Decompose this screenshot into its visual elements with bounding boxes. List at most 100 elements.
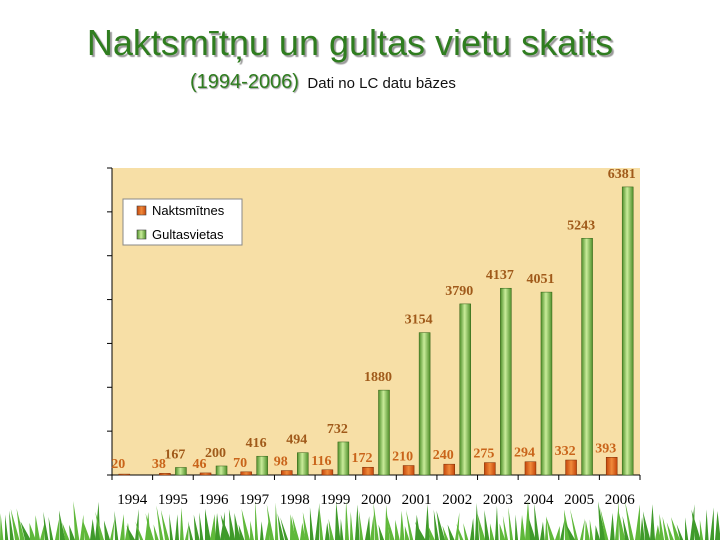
grass-blade [405,509,414,540]
grass-blade [528,518,536,540]
grass-blade [175,514,180,540]
grass-blade [0,513,4,540]
grass-blade [228,509,236,540]
x-tick-label: 2004 [523,492,554,508]
grass-blade [29,522,36,540]
grass-blade [220,514,231,540]
x-tick-label: 1995 [158,492,188,508]
grass-blade [340,518,344,540]
grass-blade [204,508,211,540]
grass-blade [425,503,430,540]
data-label-gultasvietas: 494 [286,433,307,448]
grass-blade [9,510,14,540]
x-tick-label: 1998 [280,492,310,508]
grass-blade [275,502,279,540]
grass-blade [436,510,446,540]
x-tick-label: 1994 [117,492,148,508]
grass-blade [659,513,665,540]
grass-blade [415,521,426,540]
grass-blade [447,524,455,540]
grass-blade [617,508,626,540]
bar-gultasvietas [175,467,187,476]
grass-blade [319,505,324,540]
grass-blade [292,515,300,540]
grass-blade [555,525,560,540]
grass-blade [545,516,555,540]
grass-blade [378,524,385,540]
grass-blade [475,502,480,540]
grass-blade [266,504,275,540]
grass-blade [456,523,464,540]
grass-blade [110,519,115,540]
bars-layer [118,186,634,476]
bar-gultasvietas [378,389,390,476]
grass-decoration [0,500,720,540]
data-label-naktsmitnes: 332 [555,444,576,459]
grass-blade [20,521,31,540]
grass-blade [73,501,80,540]
grass-blade [373,502,379,540]
data-label-naktsmitnes: 210 [392,450,413,465]
grass-blade [595,525,601,540]
grass-blade [80,514,85,540]
grass-blade [534,503,540,540]
data-label-gultasvietas: 732 [327,422,348,437]
grass-blade [188,521,194,540]
grass-blade [55,519,60,540]
data-label-naktsmitnes: 98 [274,455,288,470]
x-tick-label: 1996 [199,492,230,508]
bar-naktsmitnes [118,473,131,476]
grass-blade [600,507,609,540]
bar-naktsmitnes [199,472,212,476]
bar-naktsmitnes [362,466,374,476]
legend: Naktsmītnes Gultasvietas [122,198,243,246]
grass-blade [484,510,490,540]
grass-blade [610,512,615,540]
grass-blade [642,511,651,540]
grass-blade [250,520,254,540]
bar-naktsmitnes [605,457,618,476]
grass-blade [715,511,720,540]
grass-blade [662,516,669,540]
grass-blade [180,507,184,540]
bar-naktsmitnes [524,461,537,476]
data-label-gultasvietas: 6381 [608,167,636,182]
grass-blade [495,505,499,540]
grass-blade [565,522,576,540]
grass-blade [280,517,289,540]
grass-blade [220,511,225,540]
grass-blade [325,522,330,540]
grass-blade [525,500,531,540]
slide-title: Naktsmītņu un gultas vietu skaits [86,22,614,63]
grass-blade [103,520,111,540]
bar-gultasvietas [500,287,512,476]
data-label-naktsmitnes: 294 [514,446,535,461]
data-label-gultasvietas: 167 [164,447,185,462]
x-tick-label: 2000 [361,492,391,508]
grass-blade [615,500,619,540]
grass-blade [126,525,136,540]
grass-blade [395,519,400,540]
grass-blade [238,524,245,540]
data-label-gultasvietas: 416 [246,436,267,451]
grass-blade [309,506,314,540]
grass-blade [580,518,585,540]
subtitle: (1994-2006) Dati no LC datu bāzes [190,71,456,94]
grass-blade [442,525,449,540]
x-tick-labels: 1994 1995 1996 1997 1998 1999 2000 2001 2002 2003… [117,492,635,508]
data-label-gultasvietas: 3154 [405,313,433,328]
grass-blade [428,525,435,540]
grass-blade [691,509,701,540]
grass-blade [48,516,54,540]
grass-blade [386,513,395,540]
grass-blade [463,523,469,540]
grass-blade [169,513,174,540]
bar-naktsmitnes [402,465,415,476]
bar-naktsmitnes [240,471,252,476]
grass-blade [370,514,375,540]
grass-blade [635,504,641,540]
grass-blade [193,514,200,540]
data-label-naktsmitnes: 275 [473,447,494,462]
grass-blade [640,517,645,540]
